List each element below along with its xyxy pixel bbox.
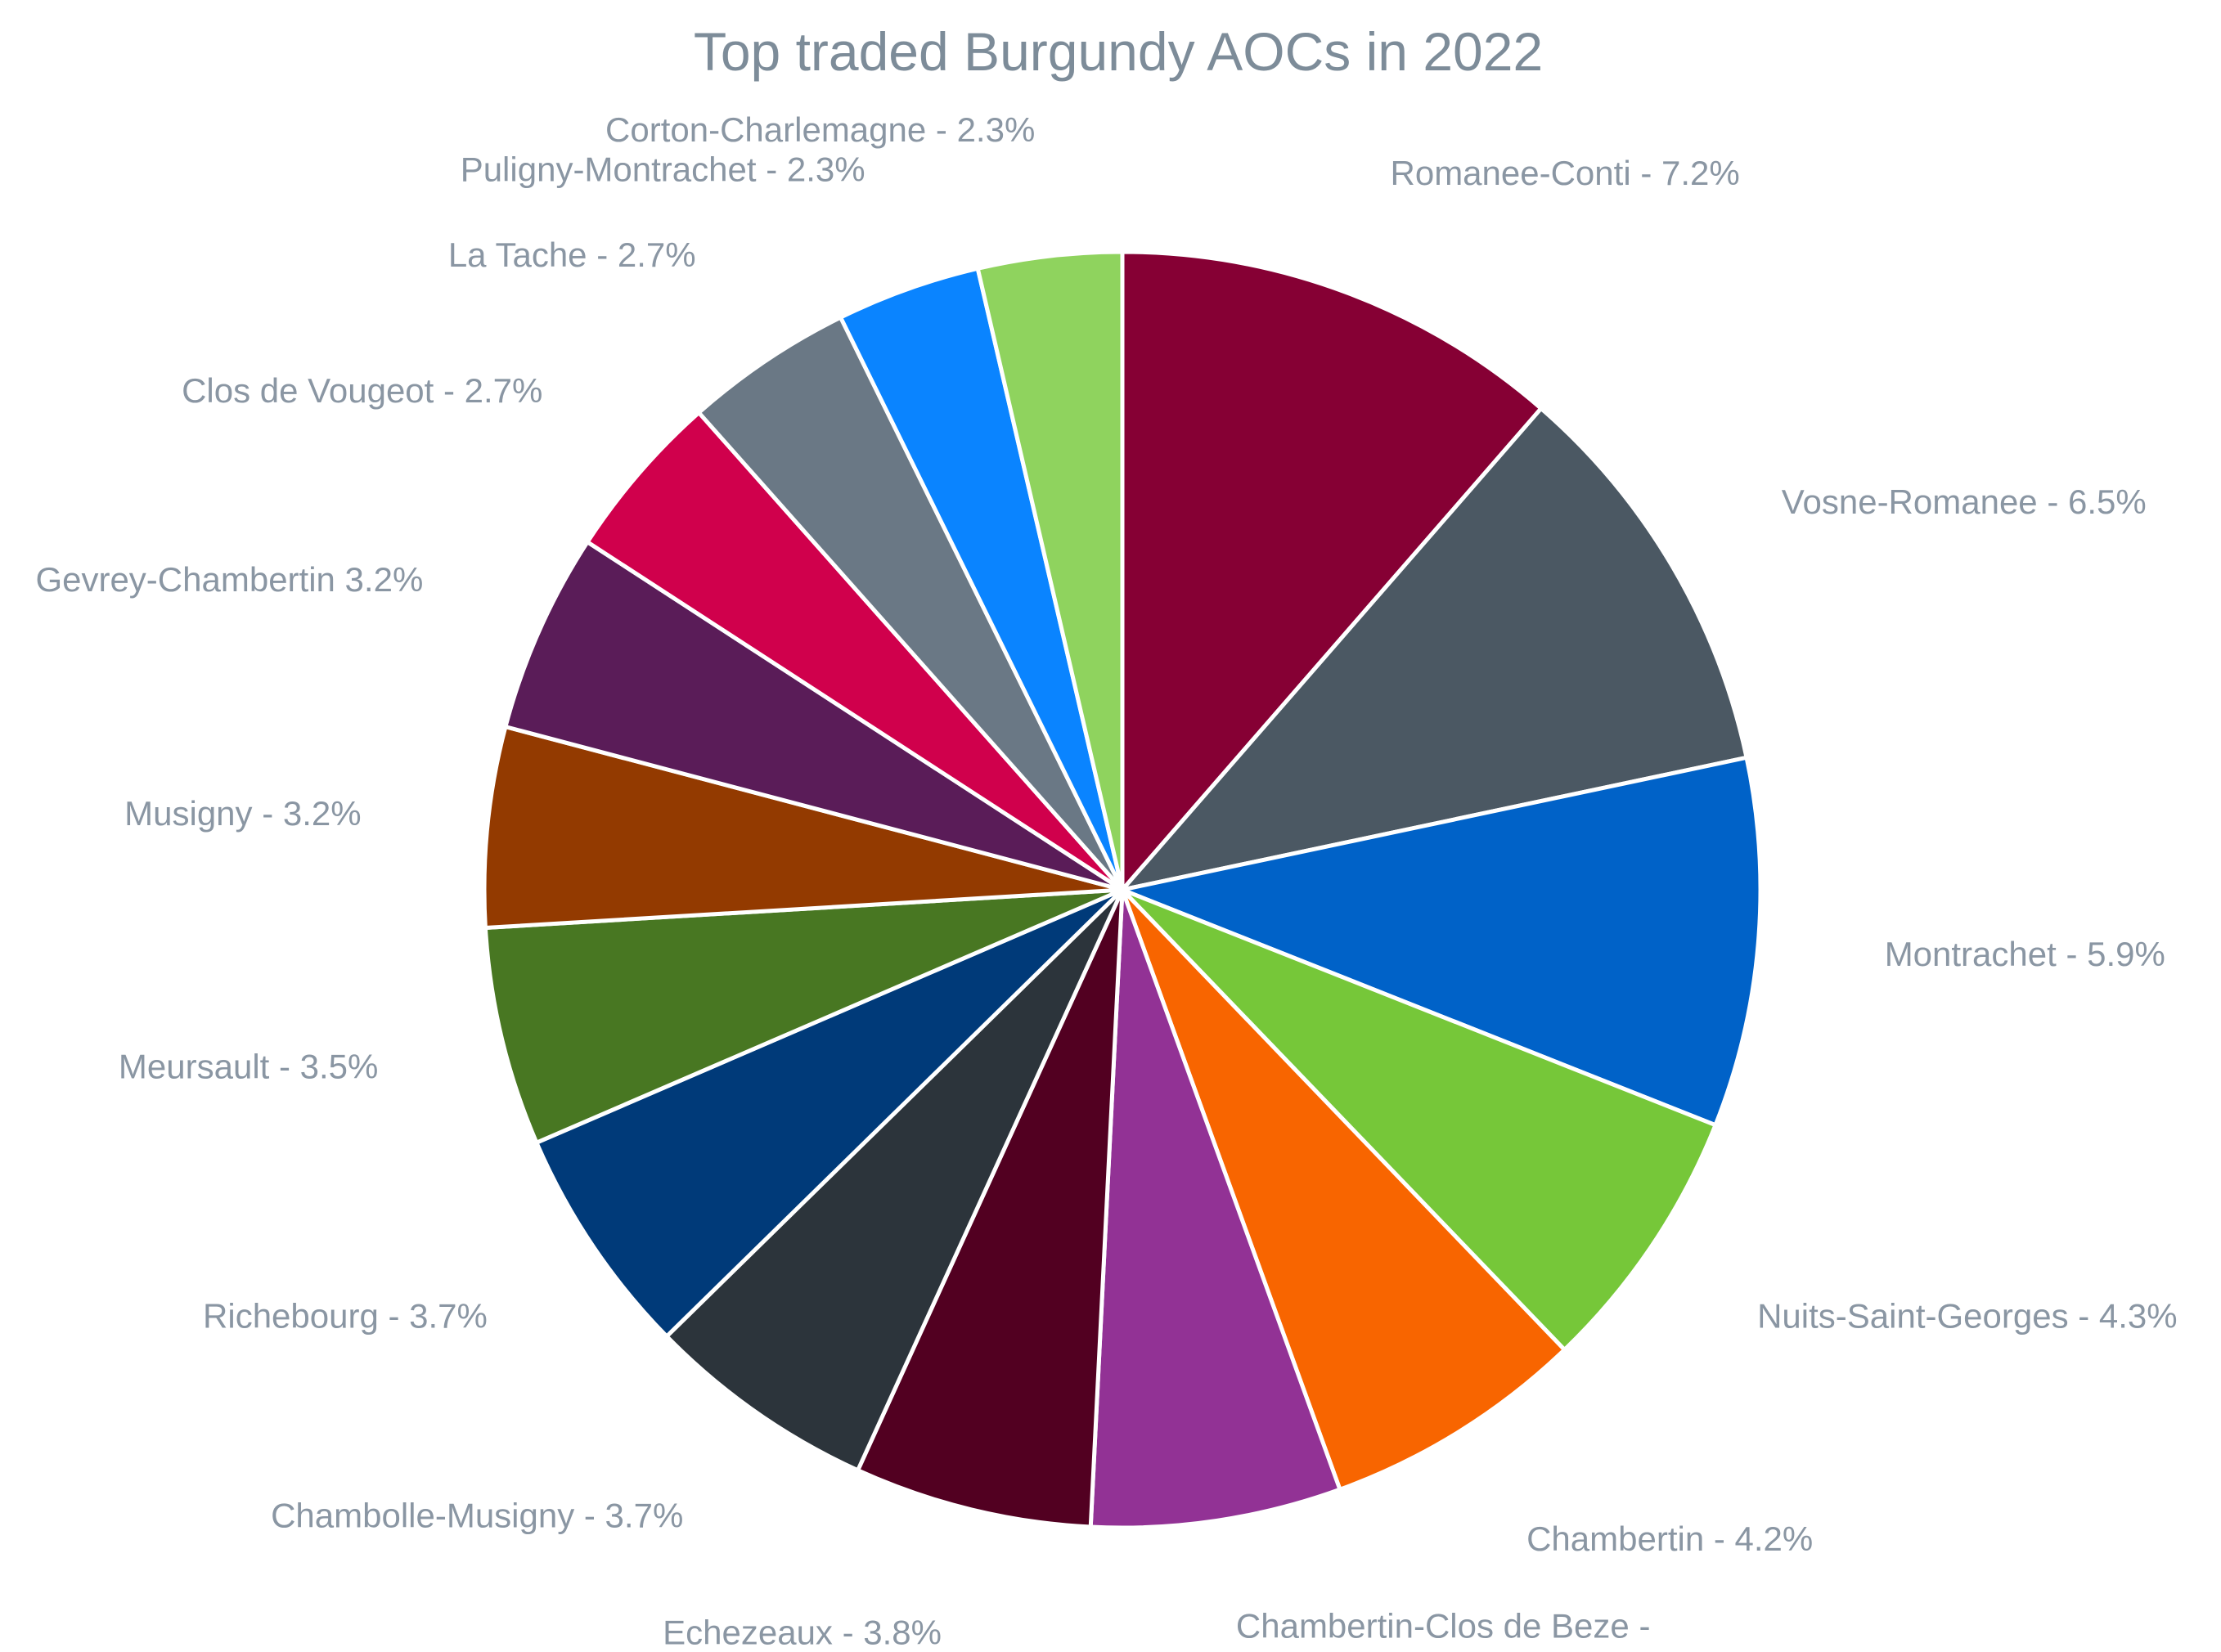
slice-label-0: Romanee-Conti - 7.2% [1391, 154, 1740, 192]
slice-labels: Romanee-Conti - 7.2% Vosne-Romanee - 6.5%… [35, 110, 2178, 1652]
slice-label-9: Meursault - 3.5% [119, 1048, 378, 1086]
slice-label-1: Vosne-Romanee - 6.5% [1782, 483, 2147, 521]
slice-label-12: Clos de Vougeot - 2.7% [182, 371, 542, 410]
chart-title: Top traded Burgundy AOCs in 2022 [694, 21, 1543, 82]
slice-label-6: Echezeaux - 3.8% [663, 1614, 942, 1652]
pie-slice-10 [482, 725, 1125, 930]
slice-label-7: Chambolle-Musigny - 3.7% [271, 1497, 683, 1535]
pie-slice-7 [664, 887, 1125, 1473]
pie-slice-3 [1120, 887, 1718, 1352]
pie-slice-15 [975, 249, 1125, 892]
pie-slices [482, 249, 1763, 1530]
slice-label-3: Nuits-Saint-Georges - 4.3% [1757, 1296, 2178, 1335]
slice-label-15: Corton-Charlemagne - 2.3% [605, 110, 1035, 149]
pie-slice-2 [1120, 755, 1763, 1128]
pie-slice-9 [483, 887, 1125, 1145]
slice-label-11: Gevrey-Chambertin 3.2% [35, 560, 423, 599]
slice-label-13: La Tache - 2.7% [448, 236, 696, 274]
pie-slice-5 [1088, 887, 1342, 1530]
slice-label-14: Puligny-Montrachet - 2.3% [461, 150, 865, 189]
pie-slice-1 [1120, 406, 1749, 892]
slice-label-10: Musigny - 3.2% [124, 794, 361, 833]
slice-label-2: Montrachet - 5.9% [1885, 935, 2165, 973]
slice-label-8: Richebourg - 3.7% [203, 1296, 488, 1335]
pie-slice-13 [696, 315, 1125, 892]
pie-slice-4 [1120, 887, 1567, 1492]
slice-label-4: Chambertin - 4.2% [1526, 1520, 1813, 1558]
pie-slice-6 [856, 887, 1125, 1529]
pie-slice-12 [585, 411, 1125, 892]
pie-slice-0 [1120, 249, 1544, 892]
slice-label-5: Chambertin-Clos de Beze -4.0% [1236, 1607, 1651, 1652]
pie-slice-11 [503, 540, 1125, 892]
pie-slice-8 [534, 887, 1125, 1339]
